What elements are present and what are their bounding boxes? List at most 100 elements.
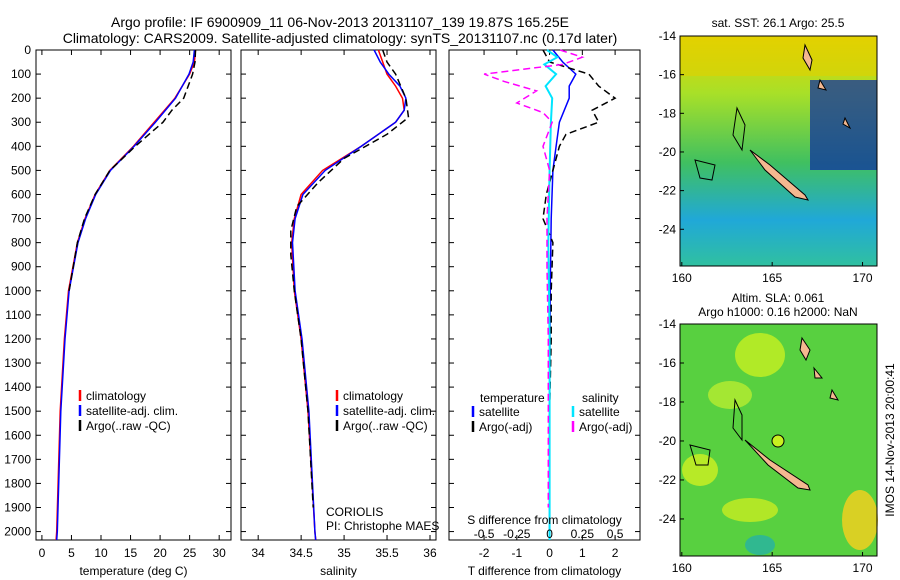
x2-tick-label: -0.5: [474, 527, 495, 541]
profile-panel-3: -2 -1 0 1 2 T difference from climatology temp…: [448, 49, 641, 578]
profile-panel-1: 0 5 10 15 20 25 30 temperature (deg C) 0 100 200 30…: [4, 43, 232, 578]
map-y-tick-label: -14: [659, 29, 677, 43]
map-y-tick-label: -16: [659, 68, 677, 82]
y-tick-label: 400: [11, 139, 31, 153]
legend-label: climatology: [343, 389, 403, 403]
map-x-tick-label: 160: [672, 561, 692, 575]
y-tick-label: 500: [11, 163, 31, 177]
map-y-tick-label: -22: [659, 473, 677, 487]
series-line-argo-raw-qc-: [290, 49, 410, 508]
map-y-tick-label: -14: [659, 317, 677, 331]
legend-header-salinity: salinity: [582, 391, 619, 405]
x2-tick-label: 0: [546, 527, 553, 541]
map-x-tick-label: 160: [672, 271, 692, 285]
title-line-2: Climatology: CARS2009. Satellite-adjuste…: [63, 30, 618, 46]
x-tick-label: 0: [546, 546, 553, 560]
y-tick-label: 1400: [4, 380, 31, 394]
x2-tick-label: -0.25: [503, 527, 531, 541]
x-tick-label: 34: [252, 546, 266, 560]
series-line-satellite-adj-clim-: [291, 49, 407, 541]
map-y-tick-label: -22: [659, 184, 677, 198]
argo-location-marker: [771, 434, 785, 448]
x-tick-label: -2: [479, 546, 490, 560]
map-x-tick-label: 165: [762, 561, 782, 575]
series-line-t-argo-adj-: [542, 49, 617, 508]
y-tick-label: 1300: [4, 356, 31, 370]
x2-axis-label: S difference from climatology: [467, 513, 622, 527]
y-tick-label: 600: [11, 187, 31, 201]
x-axis-label: salinity: [320, 564, 357, 578]
map-x-tick-label: 165: [762, 271, 782, 285]
sst-map-frame: [679, 35, 878, 267]
x-axis-label: T difference from climatology: [468, 564, 622, 578]
map-y-tick-label: -18: [659, 395, 677, 409]
series-line-climatology: [55, 49, 197, 541]
legend-label: satellite-adj. clim.: [86, 404, 178, 418]
x-tick-label: 20: [153, 546, 167, 560]
y-tick-label: 1800: [4, 476, 31, 490]
x-tick-label: 0: [39, 546, 46, 560]
y-tick-label: 200: [11, 91, 31, 105]
map-y-tick-label: -24: [659, 222, 677, 236]
annotation-text: CORIOLIS: [326, 505, 383, 519]
legend-label: Argo(-adj): [579, 420, 632, 434]
x-tick-label: 5: [68, 546, 75, 560]
map-y-tick-label: -18: [659, 106, 677, 120]
legend-label: Argo(-adj): [479, 420, 532, 434]
legend-label: satellite: [479, 405, 520, 419]
map-y-tick-label: -20: [659, 434, 677, 448]
sst-map-title: sat. SST: 26.1 Argo: 25.5: [712, 16, 845, 30]
x-tick-label: 15: [124, 546, 138, 560]
map-y-tick-label: -24: [659, 512, 677, 526]
new-caledonia-island: [749, 149, 810, 201]
x-tick-label: 36: [423, 546, 437, 560]
y-tick-label: 1600: [4, 428, 31, 442]
y-tick-label: 2000: [4, 525, 31, 539]
y-tick-label: 100: [11, 67, 31, 81]
x-tick-label: 1: [579, 546, 586, 560]
x-tick-label: 25: [183, 546, 197, 560]
plot-frame: [240, 49, 437, 541]
x-tick-label: 34.5: [289, 546, 313, 560]
y-tick-label: 700: [11, 212, 31, 226]
y-tick-label: 1000: [4, 284, 31, 298]
sla-map-title-1: Altim. SLA: 0.061: [732, 291, 825, 305]
series-line-argo-raw-qc-: [68, 49, 197, 291]
imos-timestamp: IMOS 14-Nov-2013 20:00:41: [883, 363, 897, 517]
x2-tick-label: 0.25: [571, 527, 595, 541]
series-line-climatology: [290, 49, 405, 541]
x-tick-label: -1: [511, 546, 522, 560]
profile-panel-2: 34 34.5 35 35.5 36 salinity climatologysatelli…: [240, 49, 439, 578]
map-x-tick-label: 170: [853, 561, 873, 575]
map-y-tick-label: -20: [659, 145, 677, 159]
sst-map: sat. SST: 26.1 Argo: 25.5: [679, 16, 878, 267]
x-tick-label: 35.5: [375, 546, 399, 560]
legend-label: climatology: [86, 389, 146, 403]
series-line-t-satellite: [548, 49, 577, 540]
plot-frame: [35, 49, 232, 541]
map-x-tick-label: 170: [853, 271, 873, 285]
y-tick-label: 800: [11, 236, 31, 250]
legend-label: satellite-adj. clim.: [343, 404, 435, 418]
title-line-1: Argo profile: IF 6900909_11 06-Nov-2013 …: [111, 14, 569, 30]
series-line-satellite-adj-clim-: [55, 49, 196, 541]
x-tick-label: 35: [337, 546, 351, 560]
map-y-tick-label: -16: [659, 356, 677, 370]
x-axis-label: temperature (deg C): [79, 564, 187, 578]
x-tick-label: 2: [612, 546, 619, 560]
sla-map-title-2: Argo h1000: 0.16 h2000: NaN: [698, 305, 857, 319]
legend-label: Argo(..raw -QC): [343, 419, 428, 433]
sla-map-frame: [679, 323, 878, 557]
legend-label: satellite: [579, 405, 620, 419]
y-tick-label: 300: [11, 115, 31, 129]
y-tick-label: 900: [11, 260, 31, 274]
plot-frame: [448, 49, 641, 541]
legend-label: Argo(..raw -QC): [86, 419, 171, 433]
annotation-text: PI: Christophe MAES: [326, 519, 439, 533]
series-line-s-satellite: [542, 49, 560, 540]
y-tick-label: 0: [24, 43, 31, 57]
x2-tick-label: 0.5: [607, 527, 624, 541]
y-tick-label: 1500: [4, 404, 31, 418]
